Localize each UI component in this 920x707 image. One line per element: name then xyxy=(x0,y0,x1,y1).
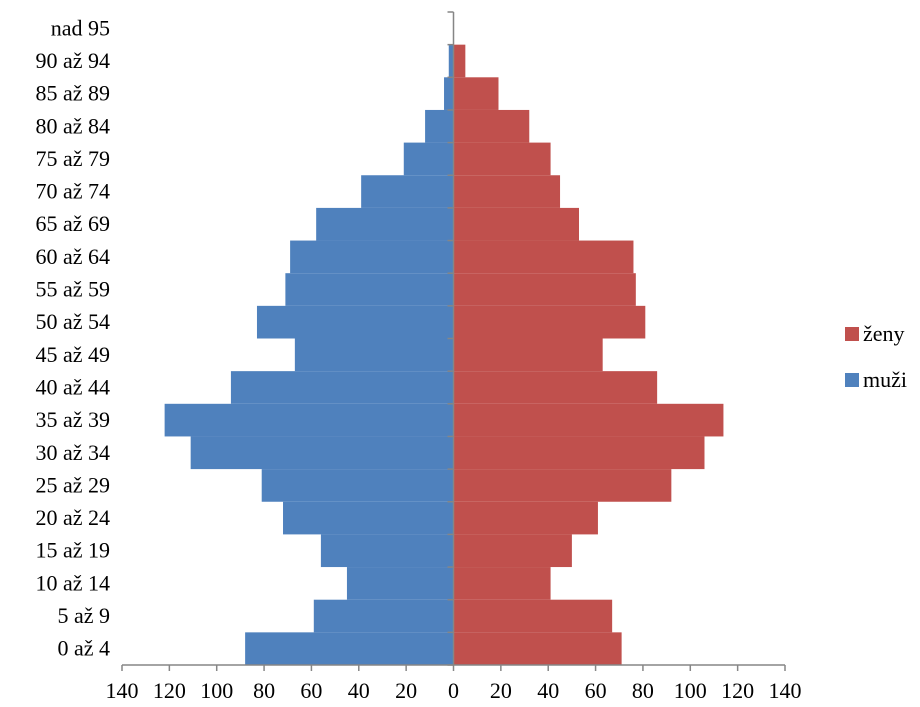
category-label: 60 až 64 xyxy=(35,244,110,269)
bar-ženy-45-až-49 xyxy=(453,338,603,372)
x-tick-label: 100 xyxy=(200,678,233,703)
bar-ženy-5-až-9 xyxy=(453,599,613,633)
category-label: 65 až 69 xyxy=(35,211,110,236)
x-tick-label: 60 xyxy=(300,678,322,703)
x-tick-label: 80 xyxy=(632,678,654,703)
bar-ženy-50-až-54 xyxy=(453,305,646,339)
bar-ženy-85-až-89 xyxy=(453,77,499,110)
category-label: 55 až 59 xyxy=(35,277,110,302)
bar-muži-50-až-54 xyxy=(256,305,454,339)
bar-ženy-60-až-64 xyxy=(453,240,634,274)
x-tick-label: 80 xyxy=(253,678,275,703)
x-tick-label: 20 xyxy=(490,678,512,703)
x-tick-label: 120 xyxy=(721,678,754,703)
x-tick-label: 0 xyxy=(448,678,459,703)
category-label: 15 až 19 xyxy=(35,538,110,563)
bar-ženy-40-až-44 xyxy=(453,371,658,404)
legend-label-ženy: ženy xyxy=(863,321,905,346)
bar-ženy-10-až-14 xyxy=(453,567,551,600)
category-label: 25 až 29 xyxy=(35,472,110,497)
category-label: 20 až 24 xyxy=(35,505,110,530)
legend-swatch-ženy xyxy=(845,327,859,341)
x-tick-label: 60 xyxy=(585,678,607,703)
x-tick-label: 140 xyxy=(106,678,139,703)
bar-ženy-55-až-59 xyxy=(453,273,636,306)
legend: ženy muži xyxy=(845,321,907,392)
bars-group xyxy=(164,44,724,665)
x-tick-label: 100 xyxy=(674,678,707,703)
bar-muži-65-až-69 xyxy=(316,207,454,241)
bar-ženy-0-až-4 xyxy=(453,632,622,665)
bar-muži-90-až-94 xyxy=(448,44,454,78)
bar-ženy-25-až-29 xyxy=(453,469,672,502)
bar-ženy-20-až-24 xyxy=(453,501,598,535)
bar-ženy-15-až-19 xyxy=(453,534,572,568)
bar-ženy-80-až-84 xyxy=(453,109,530,143)
bar-muži-70-až-74 xyxy=(361,175,454,208)
category-label: 90 až 94 xyxy=(35,48,110,73)
x-tick-label: 20 xyxy=(395,678,417,703)
category-label: 40 až 44 xyxy=(35,374,110,399)
category-label: 0 až 4 xyxy=(57,636,110,661)
bar-muži-55-až-59 xyxy=(285,273,454,306)
bar-muži-75-až-79 xyxy=(403,142,454,176)
bar-ženy-70-až-74 xyxy=(453,175,561,208)
category-label: 70 až 74 xyxy=(35,179,110,204)
category-label: 85 až 89 xyxy=(35,81,110,106)
category-label: 10 až 14 xyxy=(35,570,110,595)
x-tick-label: 40 xyxy=(537,678,559,703)
category-label: 35 až 39 xyxy=(35,407,110,432)
bar-ženy-90-až-94 xyxy=(453,44,466,78)
bar-muži-25-až-29 xyxy=(261,469,454,502)
bar-muži-30-až-34 xyxy=(190,436,454,470)
category-label: 45 až 49 xyxy=(35,342,110,367)
bar-muži-40-až-44 xyxy=(230,371,454,404)
bar-muži-60-až-64 xyxy=(290,240,454,274)
category-label: nad 95 xyxy=(51,15,110,40)
category-label: 80 až 84 xyxy=(35,113,110,138)
x-tick-label: 120 xyxy=(153,678,186,703)
axes-group xyxy=(121,11,786,671)
tick-labels: 140 120 100 80 60 40 20 0 20 40 60 80 100 120 140 xyxy=(106,678,802,703)
x-tick-label: 40 xyxy=(348,678,370,703)
legend-label-muži: muži xyxy=(863,367,907,392)
bar-ženy-35-až-39 xyxy=(453,403,724,437)
legend-swatch-muži xyxy=(845,373,859,387)
bar-muži-35-až-39 xyxy=(164,403,454,437)
bar-muži-20-až-24 xyxy=(283,501,454,535)
bar-muži-80-až-84 xyxy=(425,109,454,143)
x-tick-label: 140 xyxy=(769,678,802,703)
bar-muži-15-až-19 xyxy=(320,534,454,568)
bar-muži-45-až-49 xyxy=(294,338,454,372)
category-labels: 0 až 4 5 až 9 10 až 14 15 až 19 20 až 24 25 a… xyxy=(35,15,110,660)
bar-muži-10-až-14 xyxy=(346,567,454,600)
category-label: 50 až 54 xyxy=(35,309,110,334)
bar-muži-85-až-89 xyxy=(444,77,454,110)
category-label: 5 až 9 xyxy=(57,603,110,628)
bar-muži-5-až-9 xyxy=(313,599,454,633)
bar-ženy-75-až-79 xyxy=(453,142,551,176)
bar-ženy-30-až-34 xyxy=(453,436,705,470)
category-label: 30 až 34 xyxy=(35,440,110,465)
category-label: 75 až 79 xyxy=(35,146,110,171)
bar-ženy-65-až-69 xyxy=(453,207,579,241)
bar-muži-0-až-4 xyxy=(245,632,454,665)
